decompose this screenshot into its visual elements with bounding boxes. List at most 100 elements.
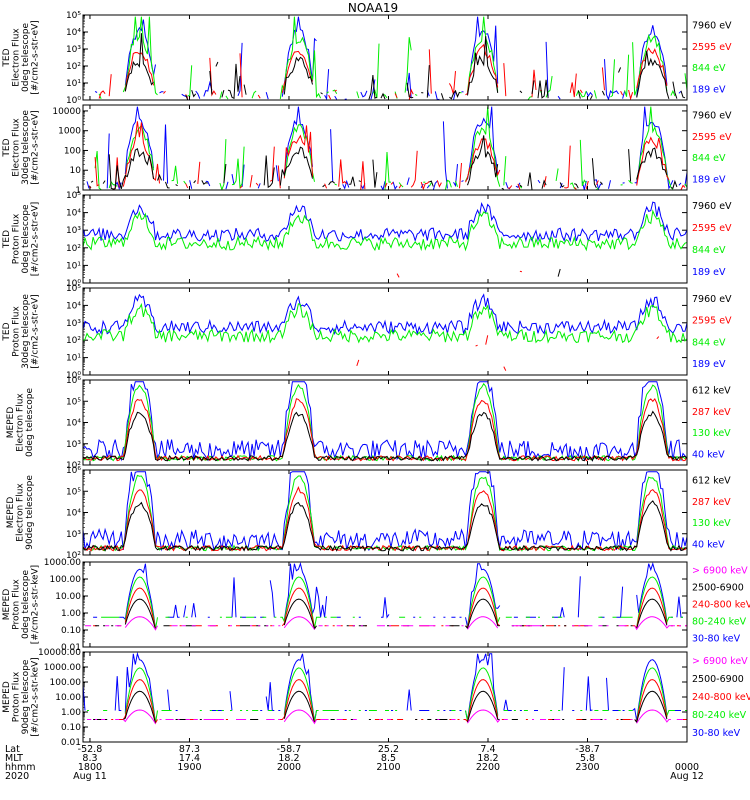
y-axis-title-line: 0deg telescope bbox=[21, 570, 31, 640]
y-axis-title-line: Proton Flux bbox=[12, 306, 22, 357]
legend-entry: 2500-6900 bbox=[692, 674, 744, 685]
trace-red bbox=[357, 335, 677, 370]
trace-blue bbox=[83, 381, 687, 462]
y-axis-title-line: Electron Flux bbox=[12, 28, 22, 87]
panel-8: 0.01 0.10 1.00 10.00 100.00 1000.00 10000.00 ME… bbox=[2, 648, 750, 748]
panel-4: 10⁰ 10¹ 10² 10³ 10⁴ 10⁵ TED Proton Flux 30deg te… bbox=[2, 284, 732, 381]
y-tick-label: 10³ bbox=[66, 319, 81, 329]
legend-entry: 30-80 keV bbox=[692, 728, 741, 739]
y-tick-label: 10³ bbox=[66, 440, 81, 450]
y-axis-title-line: TED bbox=[2, 322, 12, 341]
legend-entry: 7960 eV bbox=[692, 294, 732, 305]
legend-entry: 844 eV bbox=[692, 337, 726, 348]
panel-traces bbox=[83, 293, 687, 371]
trace-black bbox=[83, 410, 687, 462]
time-axis-value: Aug 11 bbox=[73, 771, 107, 782]
y-axis-title-line: MEPED bbox=[6, 407, 16, 439]
legend-entry: 844 eV bbox=[692, 245, 726, 256]
y-tick-label: 10⁴ bbox=[66, 28, 81, 38]
panel-frame bbox=[82, 14, 688, 101]
y-tick-label: 10¹ bbox=[66, 354, 81, 364]
trace-black bbox=[558, 269, 669, 277]
y-tick-label: 10⁴ bbox=[66, 209, 81, 219]
legend-entry: 7960 eV bbox=[692, 201, 732, 212]
y-tick-label: 10¹ bbox=[66, 261, 81, 271]
y-axis-title-line: [#/cm2-s-str-eV] bbox=[31, 202, 41, 277]
y-tick-label: 10² bbox=[66, 461, 81, 471]
panel-traces bbox=[85, 564, 687, 630]
y-axis-title-line: Proton Flux bbox=[12, 579, 22, 630]
y-axis-title-line: MEPED bbox=[2, 681, 12, 713]
time-axis-value: 18.2 bbox=[477, 753, 498, 764]
panel-5: 10² 10³ 10⁴ 10⁵ 10⁶ MEPED Electron Flux 0deg te… bbox=[6, 376, 731, 471]
time-axis-value: 2000 bbox=[277, 762, 301, 773]
trace-blue bbox=[93, 564, 687, 629]
legend-entry: > 6900 keV bbox=[692, 566, 748, 577]
legend-entry: 80-240 keV bbox=[692, 710, 747, 721]
time-axis-value: 2300 bbox=[575, 762, 599, 773]
y-axis-title-line: Electron Flux bbox=[16, 393, 26, 452]
y-tick-label: 1000.00 bbox=[44, 663, 81, 673]
legend-entry: 40 keV bbox=[692, 449, 725, 460]
panel-6: 10² 10³ 10⁴ 10⁵ 10⁶ MEPED Electron Flux 90deg t… bbox=[6, 466, 731, 561]
legend-entry: 2595 eV bbox=[692, 42, 732, 53]
legend-entry: 7960 eV bbox=[692, 111, 732, 122]
y-axis-title-line: Electron Flux bbox=[12, 118, 22, 177]
trace-magenta bbox=[87, 710, 687, 724]
trace-red bbox=[83, 397, 687, 462]
y-axis-title-line: 30deg telescope bbox=[21, 294, 31, 369]
time-axis-value: 17.4 bbox=[179, 753, 200, 764]
legend-entry: 2500-6900 bbox=[692, 583, 744, 594]
trace-red bbox=[83, 486, 687, 552]
legend-entry: 844 eV bbox=[692, 63, 726, 74]
y-tick-label: 0.01 bbox=[61, 643, 81, 653]
y-tick-label: 10⁵ bbox=[66, 397, 81, 407]
y-axis-title-line: MEPED bbox=[2, 589, 12, 621]
trace-red bbox=[87, 679, 687, 725]
y-axis-title-line: 0deg telescope bbox=[21, 23, 31, 93]
y-tick-label: 10⁵ bbox=[66, 487, 81, 497]
y-tick-label: 10⁴ bbox=[66, 419, 81, 429]
time-axis-value: -38.7 bbox=[575, 744, 600, 755]
y-tick-label: 1000 bbox=[58, 127, 81, 137]
y-tick-label: 10² bbox=[66, 62, 81, 72]
legend-entry: 30-80 keV bbox=[692, 634, 741, 645]
panel-traces bbox=[83, 381, 687, 462]
time-axis-value: 8.3 bbox=[82, 753, 97, 764]
y-tick-label: 10⁴ bbox=[66, 301, 81, 311]
y-axis-title-line: [#/cm2-s-str-eV] bbox=[31, 20, 41, 95]
y-tick-label: 10⁴ bbox=[66, 509, 81, 519]
y-tick-label: 10² bbox=[66, 244, 81, 254]
y-tick-label: 0.10 bbox=[61, 626, 81, 636]
y-tick-label: 10³ bbox=[66, 226, 81, 236]
y-axis-title-line: 30deg telescope bbox=[21, 110, 31, 185]
y-axis-title-line: MEPED bbox=[6, 497, 16, 529]
y-tick-label: 100.00 bbox=[50, 575, 82, 585]
legend-entry: 612 keV bbox=[692, 476, 731, 487]
y-tick-label: 10000.00 bbox=[38, 648, 81, 658]
time-axis-value: -52.8 bbox=[78, 744, 103, 755]
legend-entry: 287 keV bbox=[692, 407, 731, 418]
legend-entry: 40 keV bbox=[692, 539, 725, 550]
legend-entry: 189 eV bbox=[692, 359, 726, 370]
trace-green bbox=[87, 667, 687, 723]
legend-entry: 189 eV bbox=[692, 267, 726, 278]
time-axis-value: 5.8 bbox=[580, 753, 595, 764]
legend-entry: 130 keV bbox=[692, 428, 731, 439]
trace-red bbox=[99, 45, 681, 100]
y-tick-label: 10⁰ bbox=[66, 279, 81, 289]
y-tick-label: 10³ bbox=[66, 45, 81, 55]
legend-entry: 80-240 keV bbox=[692, 617, 747, 628]
y-tick-label: 1 bbox=[75, 186, 81, 196]
time-axis-value: 18.2 bbox=[278, 753, 299, 764]
panel-frame bbox=[82, 469, 688, 556]
y-tick-label: 10⁰ bbox=[66, 371, 81, 381]
y-axis-title-line: [#/cm2-s-str-eV] bbox=[31, 110, 41, 185]
panel-traces bbox=[83, 470, 687, 552]
y-tick-label: 10⁵ bbox=[66, 11, 81, 21]
trace-red bbox=[93, 587, 687, 630]
y-axis-title-line: 0deg telescope bbox=[25, 388, 35, 458]
panel-frame bbox=[82, 561, 688, 648]
y-tick-label: 10¹ bbox=[66, 79, 81, 89]
